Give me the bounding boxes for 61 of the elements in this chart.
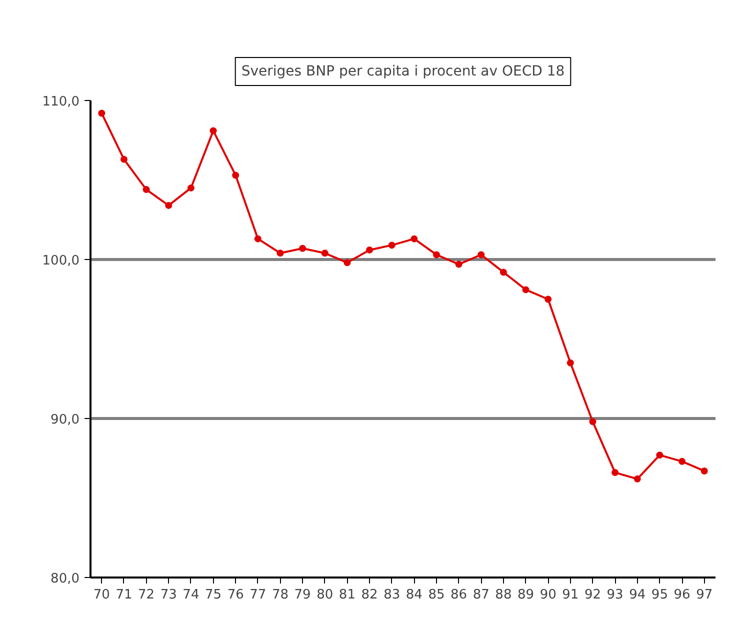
point bbox=[612, 469, 619, 476]
x-tick-label: 73 bbox=[160, 588, 177, 602]
point bbox=[432, 251, 440, 258]
point bbox=[656, 452, 664, 459]
x-tick-label: 72 bbox=[138, 588, 155, 602]
point bbox=[366, 246, 374, 254]
x-tick-label: 90 bbox=[540, 588, 556, 602]
y-tick-label: 110,0 bbox=[42, 94, 80, 110]
y-tick-label: 100,0 bbox=[42, 254, 80, 268]
point bbox=[478, 251, 485, 258]
chart-title: Sveriges BNP per capita i procent av OECD 18 bbox=[241, 64, 565, 80]
y-tick-label: 90,0 bbox=[50, 412, 80, 428]
x-tick-label: 74 bbox=[182, 588, 200, 602]
point bbox=[98, 110, 106, 117]
point bbox=[566, 359, 574, 366]
x-tick-label: 85 bbox=[428, 588, 445, 602]
point bbox=[455, 260, 462, 268]
x-tick-label: 96 bbox=[674, 588, 690, 602]
x-tick-label: 95 bbox=[651, 588, 668, 602]
point bbox=[388, 242, 396, 249]
x-tick-label: 97 bbox=[696, 588, 713, 602]
x-tick-label: 88 bbox=[495, 588, 512, 602]
point bbox=[165, 202, 172, 209]
point bbox=[344, 259, 351, 266]
x-tick-label: 93 bbox=[606, 588, 624, 602]
x-tick-label: 94 bbox=[629, 588, 646, 602]
point bbox=[700, 467, 708, 474]
x-tick-label: 84 bbox=[406, 588, 422, 602]
point bbox=[187, 184, 194, 192]
point bbox=[120, 156, 128, 163]
point bbox=[678, 458, 686, 465]
point bbox=[589, 418, 596, 426]
x-tick-label: 75 bbox=[204, 588, 222, 602]
point bbox=[276, 250, 284, 257]
x-tick-label: 92 bbox=[584, 588, 602, 602]
point bbox=[522, 286, 530, 294]
point bbox=[321, 250, 328, 257]
x-tick-label: 76 bbox=[227, 588, 244, 602]
point bbox=[142, 186, 150, 194]
x-tick-label: 81 bbox=[338, 588, 356, 602]
x-tick-label: 86 bbox=[450, 588, 468, 602]
x-tick-label: 71 bbox=[116, 588, 132, 602]
point bbox=[210, 127, 217, 134]
x-tick-label: 78 bbox=[272, 588, 289, 602]
point bbox=[500, 268, 507, 276]
x-tick-label: 82 bbox=[361, 588, 378, 602]
x-tick-label: 83 bbox=[384, 588, 400, 602]
point bbox=[254, 235, 262, 242]
point bbox=[410, 235, 418, 242]
x-tick-label: 87 bbox=[472, 588, 490, 602]
x-tick-label: 91 bbox=[562, 588, 579, 602]
point bbox=[232, 172, 240, 179]
x-tick-label: 77 bbox=[250, 588, 266, 602]
x-tick-label: 70 bbox=[93, 588, 110, 602]
point bbox=[544, 296, 552, 303]
y-tick-label: 80,0 bbox=[50, 572, 80, 586]
x-tick-label: 89 bbox=[517, 588, 534, 602]
x-tick-label: 80 bbox=[316, 588, 334, 602]
point bbox=[634, 475, 641, 482]
x-tick-label: 79 bbox=[294, 588, 311, 602]
point bbox=[299, 244, 306, 252]
